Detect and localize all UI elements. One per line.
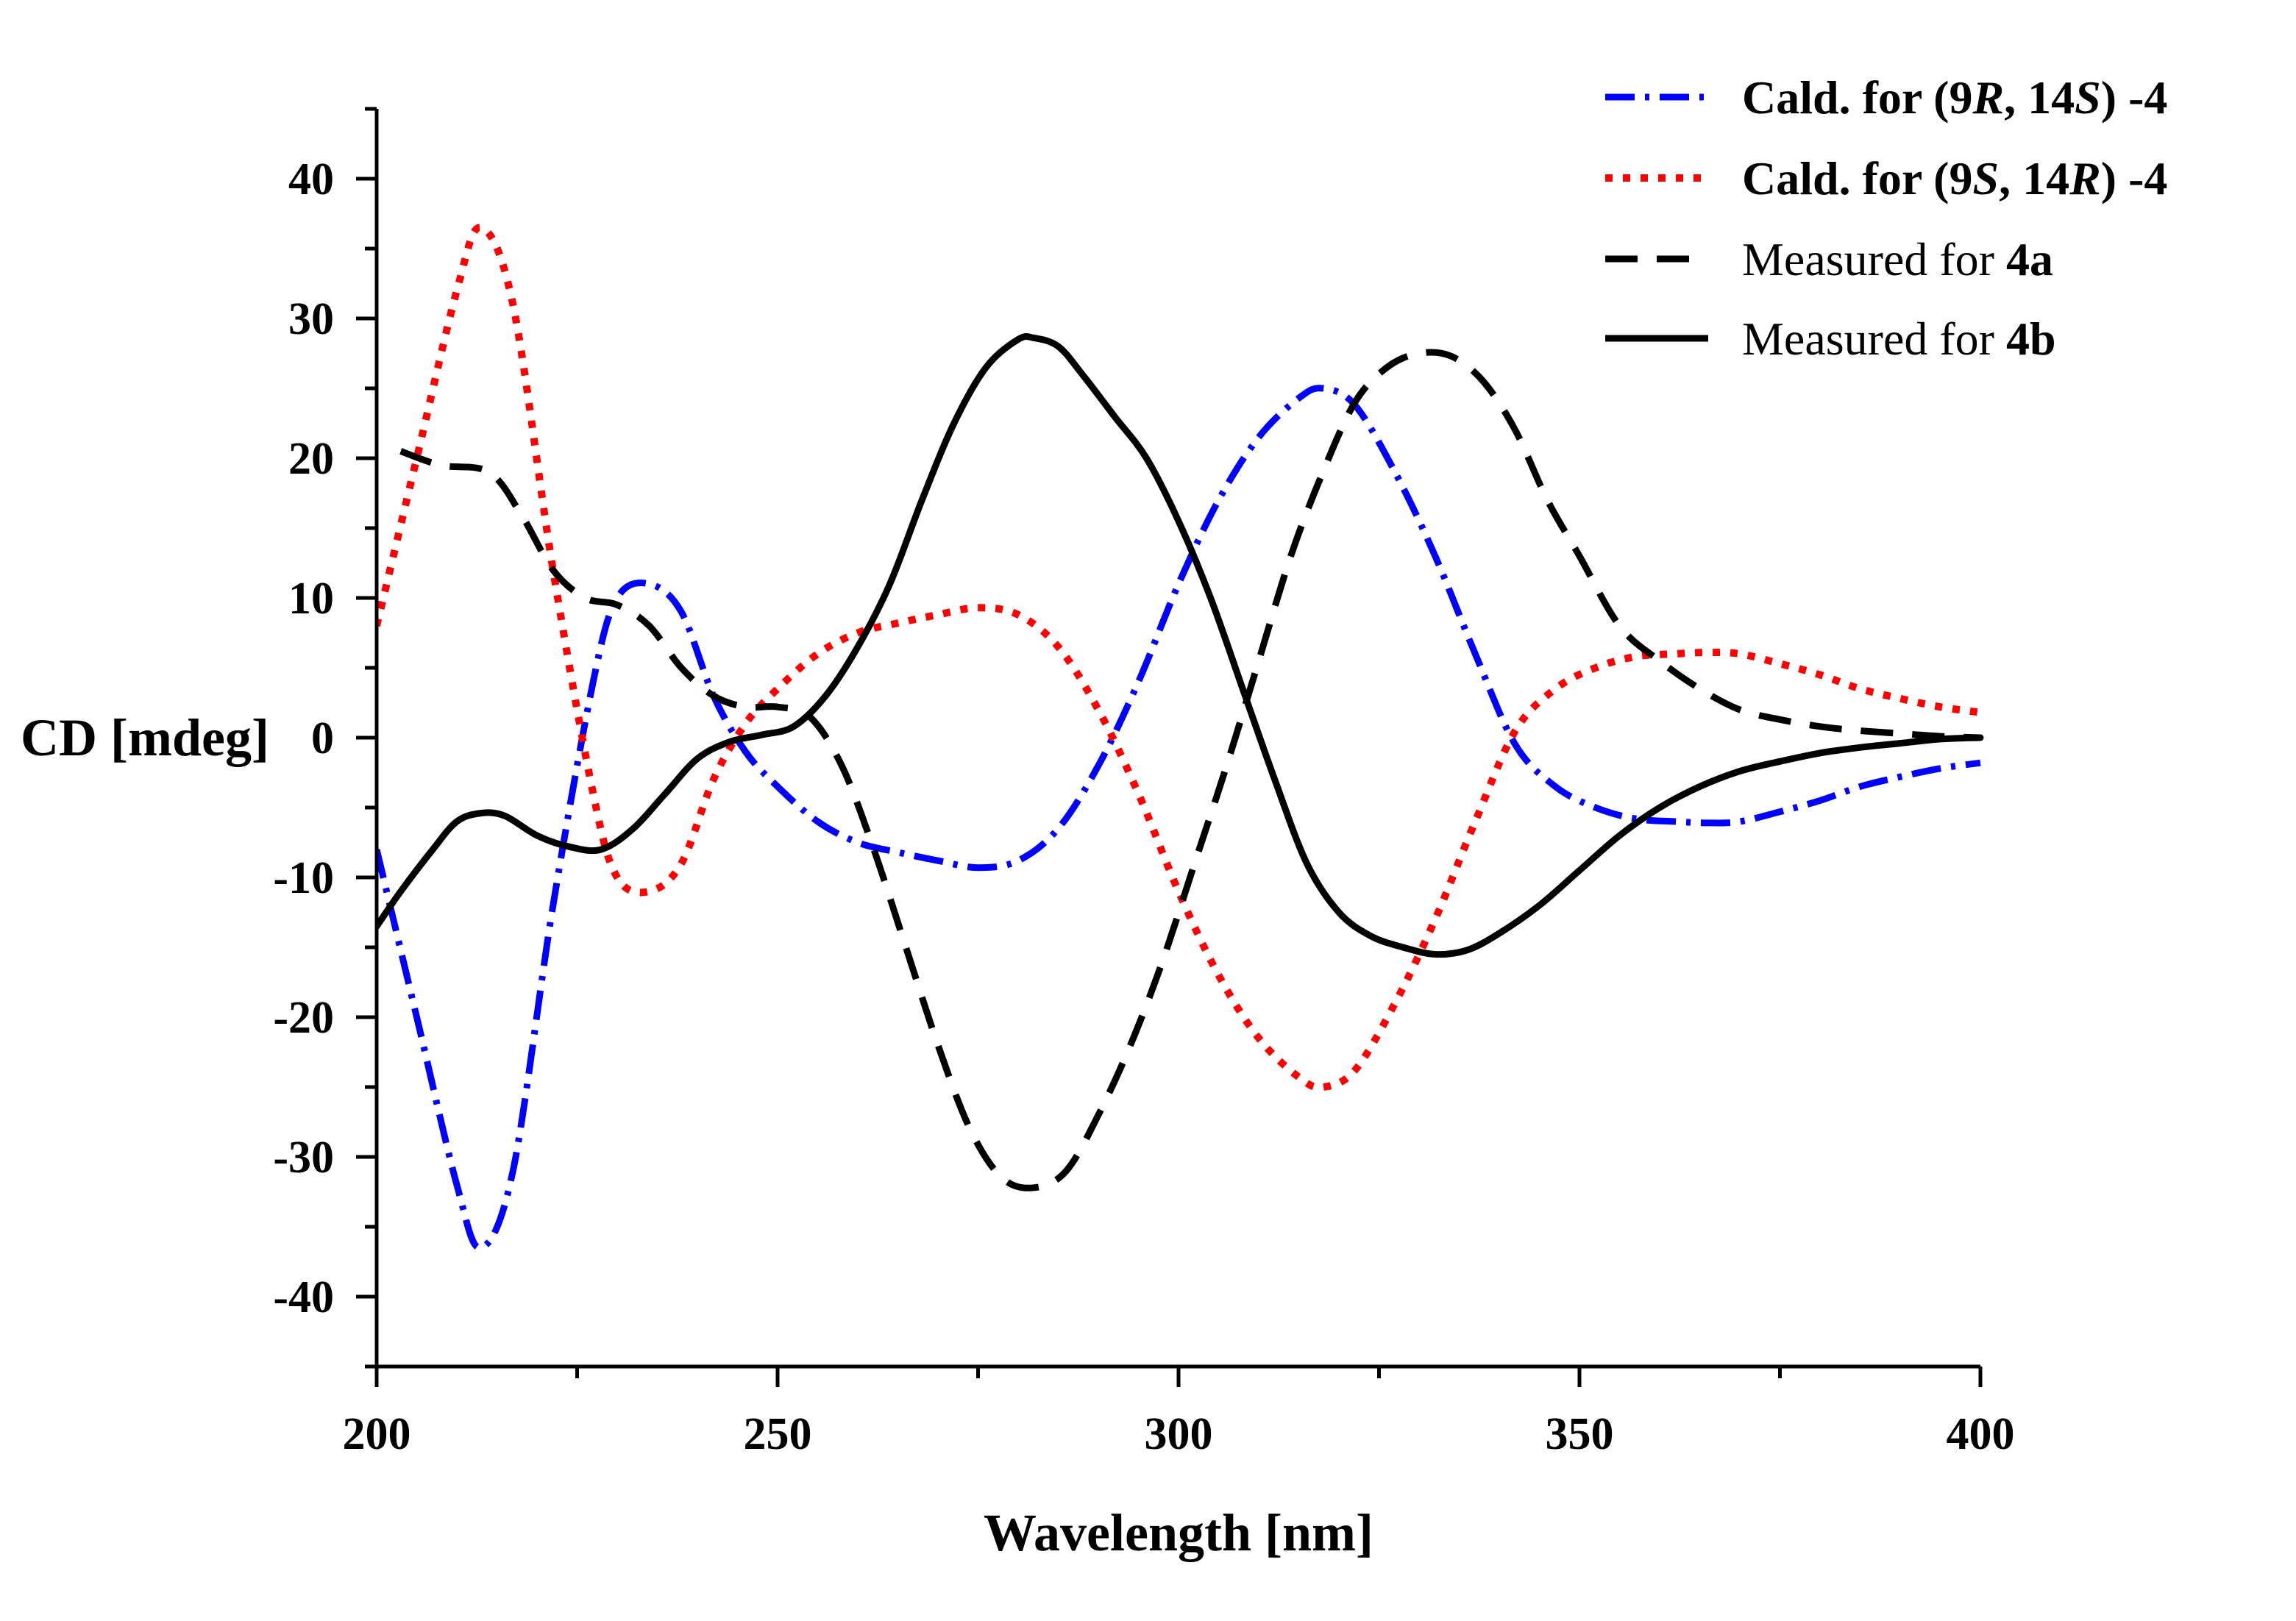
series-line-2 [377,224,1981,1091]
axes: -40 -30 -20 -10 0 10 20 30 40 200 250 300 350 400 [273,107,2015,1459]
y-tick-label: -20 [273,993,334,1043]
y-tick-label: -30 [273,1133,334,1183]
series-group [377,224,1984,1252]
y-tick-label: 0 [311,713,334,763]
y-tick-label: 10 [288,574,334,624]
y-tick-label: -40 [273,1272,334,1322]
series-line-3 [399,349,1981,1191]
legend-label-3: Measured for 4a [1742,233,2053,285]
y-tick-label: 20 [288,434,334,484]
x-tick-label: 250 [744,1409,812,1459]
legend-label-2: Cald. for (9S, 14R) -4 [1742,152,2167,204]
x-axis-title: Wavelength [nm] [984,1503,1373,1562]
legend: Cald. for (9R, 14S) -4 Cald. for (9S, 14R… [1605,71,2167,365]
y-axis-title: CD [mdeg] [21,708,269,767]
y-tick-label: -10 [273,853,334,903]
legend-label-1: Cald. for (9R, 14S) -4 [1742,71,2167,124]
x-tick-label: 300 [1145,1409,1213,1459]
x-tick-label: 400 [1947,1409,2015,1459]
legend-label-4: Measured for 4b [1742,313,2056,365]
x-tick-label: 200 [343,1409,411,1459]
y-tick-label: 40 [288,154,334,204]
y-tick-label: 30 [288,294,334,344]
series-line-4 [377,332,1984,958]
x-tick-label: 350 [1546,1409,1614,1459]
series-line-1 [377,385,1981,1252]
